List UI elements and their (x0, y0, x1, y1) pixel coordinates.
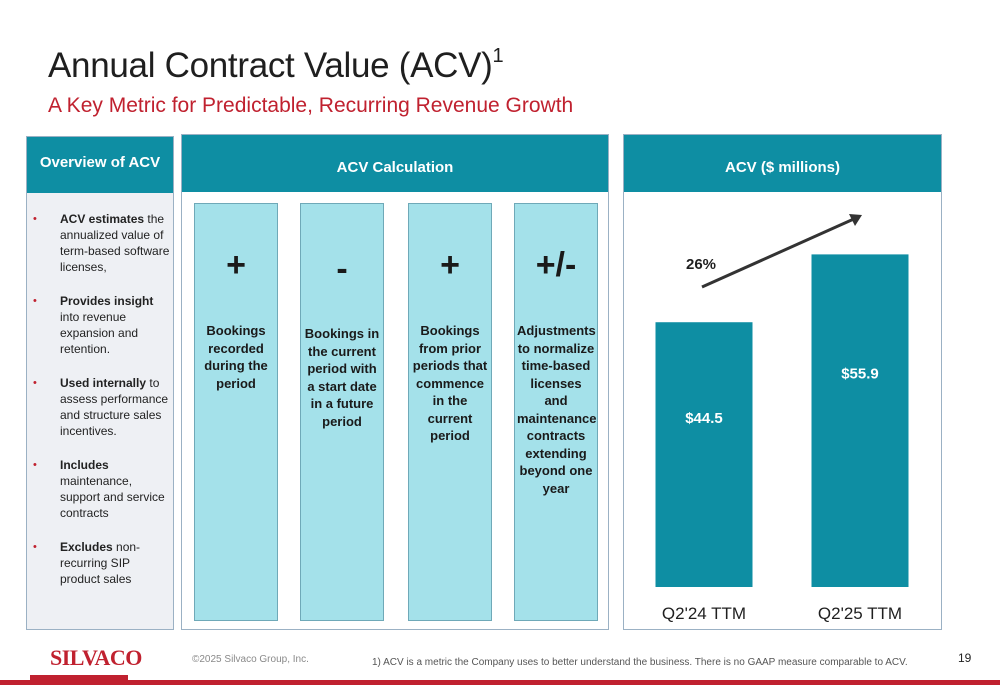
overview-heading: Overview of ACV (27, 137, 173, 193)
bullet-icon: • (33, 377, 37, 389)
plus-minus-operator: +/- (535, 246, 577, 284)
calculation-heading: ACV Calculation (182, 135, 608, 192)
calc-column-text: Bookings recorded during the period (204, 323, 268, 391)
bar-q2-24-ttm (655, 322, 753, 587)
bullet-icon: • (33, 459, 37, 471)
overview-panel: Overview of ACV • ACV estimates the annua… (26, 136, 174, 630)
page-number: 19 (958, 651, 972, 665)
footnote-text: 1) ACV is a metric the Company uses to b… (372, 657, 908, 668)
calc-column-text: Bookings in the current period with a st… (304, 326, 380, 429)
bullet-icon: • (33, 213, 37, 225)
overview-item: • ACV estimates the annualized value of t… (33, 212, 170, 274)
overview-item: • Provides insight into revenue expansion… (33, 294, 154, 356)
bar-q2-25-ttm (811, 254, 909, 587)
x-tick-label: Q2'24 TTM (662, 604, 746, 623)
bar-value-label: $55.9 (841, 365, 879, 382)
chart-title: ACV ($ millions) (624, 135, 941, 192)
calc-column-prior-periods: + Bookings from prior periods that comme… (408, 203, 492, 621)
copyright-text: ©2025 Silvaco Group, Inc. (192, 654, 309, 665)
growth-percent-label: 26% (686, 256, 716, 273)
acv-chart-panel: ACV ($ millions) $44.5 Q2'24 TTM $55.9 Q2'2… (623, 134, 942, 630)
calc-column-text: Adjustments to normalize time-based lice… (517, 323, 597, 496)
footer-accent-bar (0, 680, 1000, 685)
footer-accent-tab (30, 675, 128, 680)
plus-operator: + (440, 246, 460, 284)
plus-operator: + (226, 246, 246, 284)
calc-column-adjustments: +/- Adjustments to normalize time-based … (514, 203, 598, 621)
x-tick-label: Q2'25 TTM (818, 604, 902, 623)
bullet-icon: • (33, 295, 37, 307)
acv-calculation-panel: ACV Calculation + Bookings recorded duri… (181, 134, 609, 630)
page-subtitle: A Key Metric for Predictable, Recurring … (48, 94, 574, 117)
silvaco-logo: SILVACO (50, 645, 142, 670)
minus-operator: - (336, 250, 348, 288)
calc-column-future-start: - Bookings in the current period with a … (300, 203, 384, 621)
overview-item: • Includes maintenance, support and servi… (33, 458, 165, 520)
growth-arrow-head (849, 214, 862, 226)
page-title: Annual Contract Value (ACV)1 (48, 45, 504, 85)
title-footnote-marker: 1 (492, 45, 504, 68)
overview-list: • ACV estimates the annualized value of t… (29, 211, 171, 605)
overview-item: • Excludes non-recurring SIP product sale… (33, 540, 141, 586)
bullet-icon: • (33, 541, 37, 553)
calc-column-text: Bookings from prior periods that commenc… (412, 323, 488, 443)
calc-column-bookings-recorded: + Bookings recorded during the period (194, 203, 278, 621)
growth-arrow-line (701, 216, 857, 289)
acv-bar-chart: $44.5 Q2'24 TTM $55.9 Q2'25 TTM 26% (655, 214, 909, 623)
overview-item: • Used internally to assess performance a… (33, 376, 169, 438)
bar-value-label: $44.5 (685, 410, 723, 427)
